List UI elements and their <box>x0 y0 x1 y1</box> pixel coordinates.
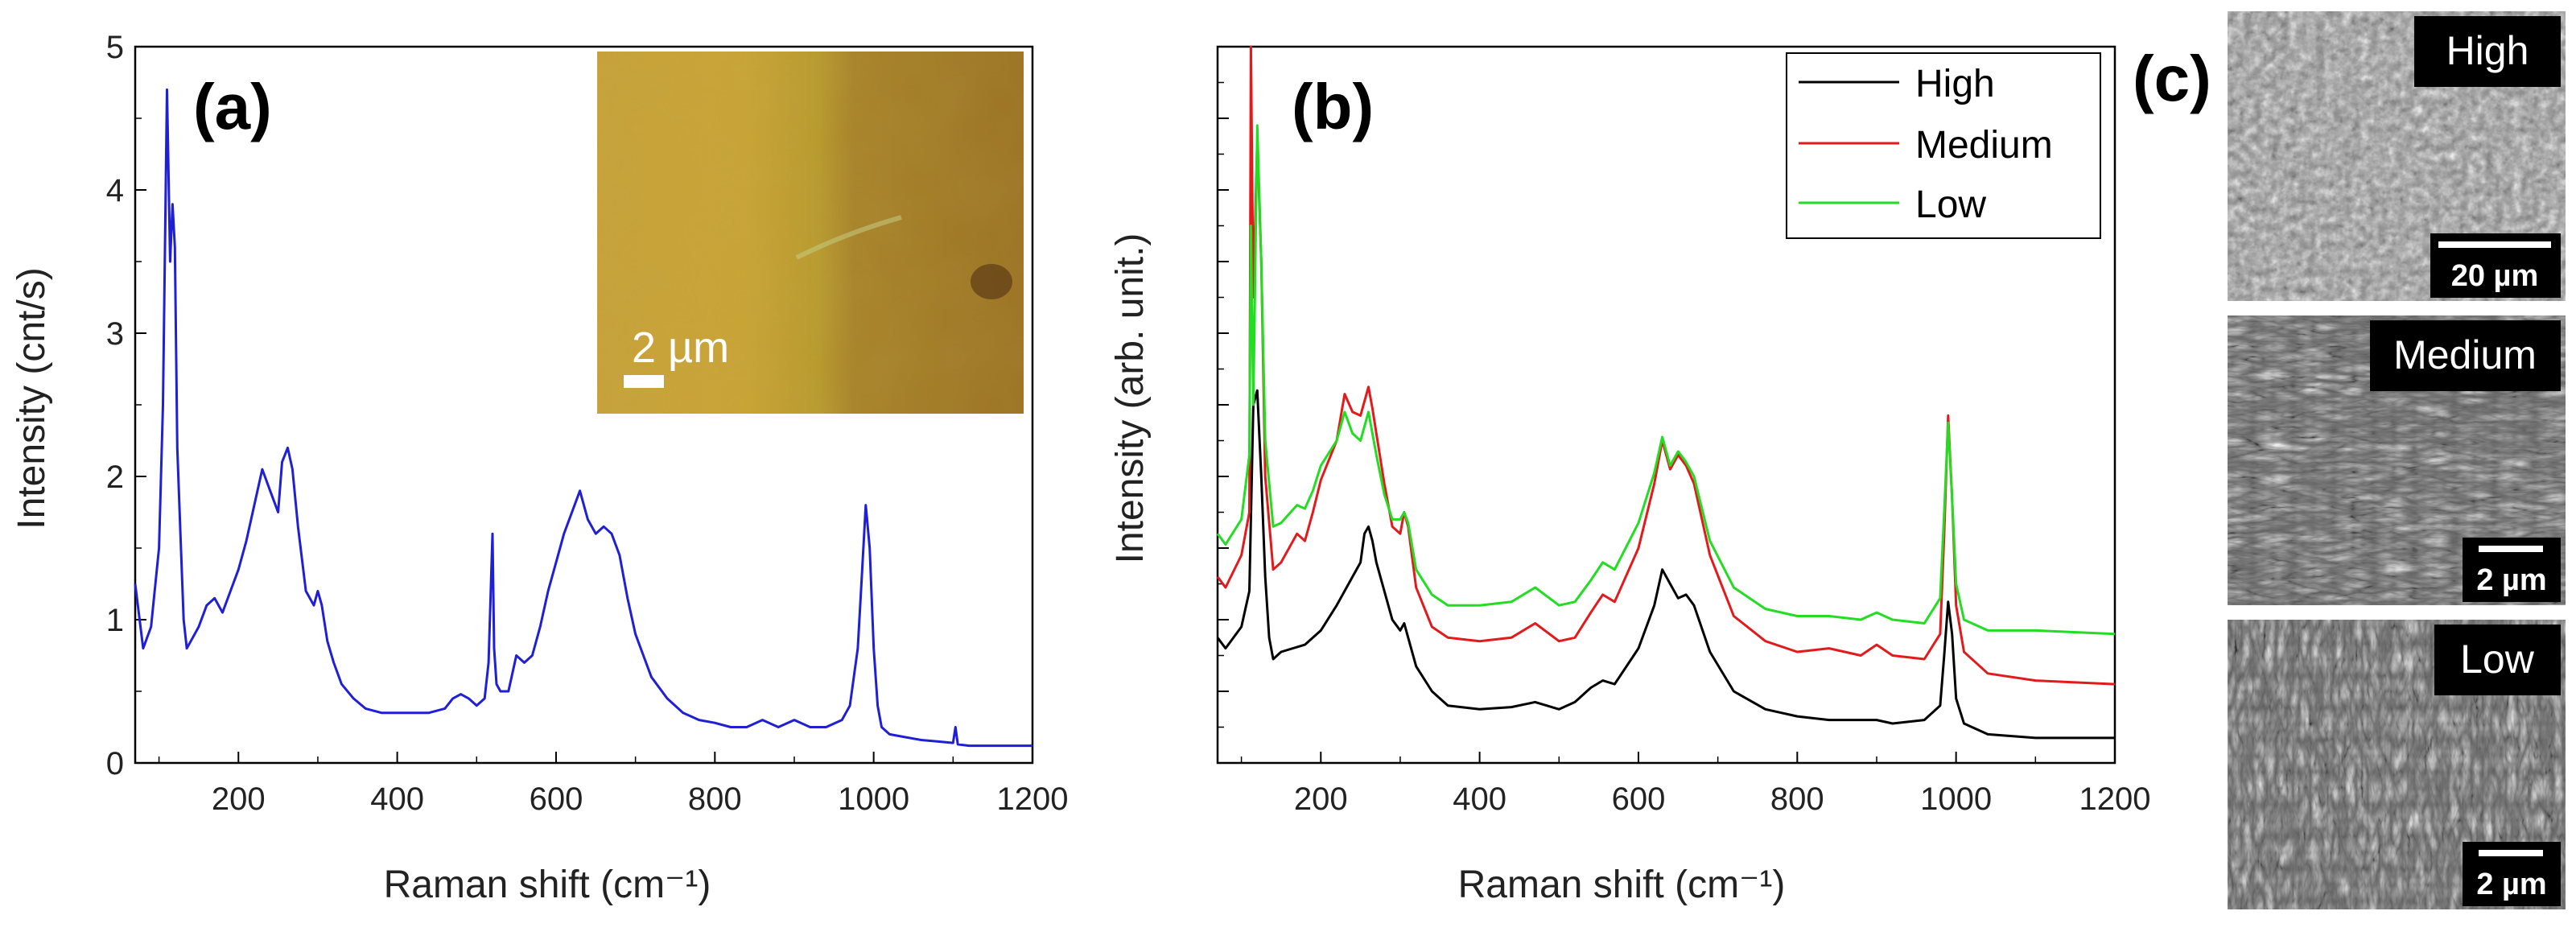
sem-medium-label: Medium <box>2393 332 2537 377</box>
panel-a-ytick-label: 4 <box>106 173 124 208</box>
inset-image-texture <box>597 52 1024 414</box>
inset-scale-bar <box>624 375 664 388</box>
sem-image-high: High 20 µm <box>2228 11 2566 301</box>
inset-optical-image: 2 µm <box>597 52 1024 414</box>
sem-medium-scale-label: 2 µm <box>2476 563 2546 597</box>
sem-medium-label-box <box>2370 320 2561 391</box>
panel-b-series-line-high <box>1216 389 2115 740</box>
sem-low-label: Low <box>2460 637 2535 682</box>
panel-c-label: (c) <box>2133 43 2211 114</box>
panel-b-series-line-medium <box>1216 45 2116 686</box>
panel-a-ytick-label: 5 <box>106 30 124 65</box>
panel-a-xlabel: Raman shift (cm⁻¹) <box>384 864 711 906</box>
sem-low-scale-bar <box>2479 850 2543 856</box>
panel-b: 200 400 600 800 1000 1200 High Medium Low (b)… <box>1109 45 2151 906</box>
panel-b-xtick-label: 400 <box>1453 781 1506 817</box>
panel-b-xlabel: Raman shift (cm⁻¹) <box>1458 864 1786 906</box>
sem-image-medium: Medium 2 µm <box>2228 315 2566 605</box>
panel-a-series-line-0 <box>134 88 1032 748</box>
sem-low-scale-label: 2 µm <box>2476 868 2546 901</box>
panel-b-xtick-label: 1200 <box>2079 781 2151 817</box>
panel-a-xtick-label: 800 <box>688 781 742 817</box>
panel-a-series <box>134 88 1032 748</box>
legend-label-high: High <box>1915 63 1995 105</box>
panel-b-xtick-label: 200 <box>1294 781 1348 817</box>
panel-a-ytick-label: 0 <box>106 746 124 781</box>
panel-a-ytick-label: 1 <box>106 603 124 638</box>
sem-image-low: Low 2 µm <box>2228 620 2566 909</box>
panel-c: (c) High 20 µm Medium 2 µm Low <box>2133 11 2566 909</box>
legend-box <box>1786 52 2101 239</box>
panel-b-label: (b) <box>1292 71 1374 142</box>
panel-a-ytick-label: 3 <box>106 316 124 352</box>
panel-b-ylabel: Intensity (arb. unit.) <box>1109 233 1152 564</box>
panel-b-series <box>1216 45 2116 740</box>
panel-b-xtick-label: 600 <box>1612 781 1666 817</box>
inset-dark-spot <box>971 264 1012 299</box>
panel-a-xtick-label: 600 <box>530 781 583 817</box>
sem-high-label-box <box>2414 16 2561 87</box>
panel-a-ylabel: Intensity (cnt/s) <box>10 267 53 529</box>
inset-streak <box>795 215 902 260</box>
panel-b-axes: 200 400 600 800 1000 1200 <box>1216 45 2151 817</box>
panel-a-label: (a) <box>193 71 272 142</box>
panel-a: 200 400 600 800 1000 1200 0 1 2 3 4 5 2 µm (a) Rama… <box>10 30 1068 906</box>
panel-a-xtick-label: 1200 <box>997 781 1069 817</box>
panel-b-xtick-label: 1000 <box>1920 781 1992 817</box>
legend-label-medium: Medium <box>1915 124 2053 167</box>
legend-label-low: Low <box>1915 183 1986 226</box>
legend: High Medium Low <box>1786 52 2101 239</box>
panel-a-xtick-label: 200 <box>212 781 266 817</box>
sem-high-scale-label: 20 µm <box>2451 259 2539 293</box>
sem-low-label-box <box>2434 625 2561 695</box>
sem-high-label: High <box>2446 28 2529 73</box>
panel-a-xtick-label: 1000 <box>838 781 909 817</box>
panel-b-series-line-low <box>1216 124 2116 636</box>
panel-a-axes: 200 400 600 800 1000 1200 0 1 2 3 4 5 <box>106 30 1069 817</box>
panel-a-xtick-label: 400 <box>370 781 424 817</box>
inset-scale-label: 2 µm <box>632 324 729 372</box>
panel-b-xtick-label: 800 <box>1770 781 1824 817</box>
sem-medium-scale-bar <box>2479 546 2543 552</box>
panel-a-ytick-label: 2 <box>106 460 124 495</box>
sem-high-scale-bar <box>2438 241 2551 248</box>
